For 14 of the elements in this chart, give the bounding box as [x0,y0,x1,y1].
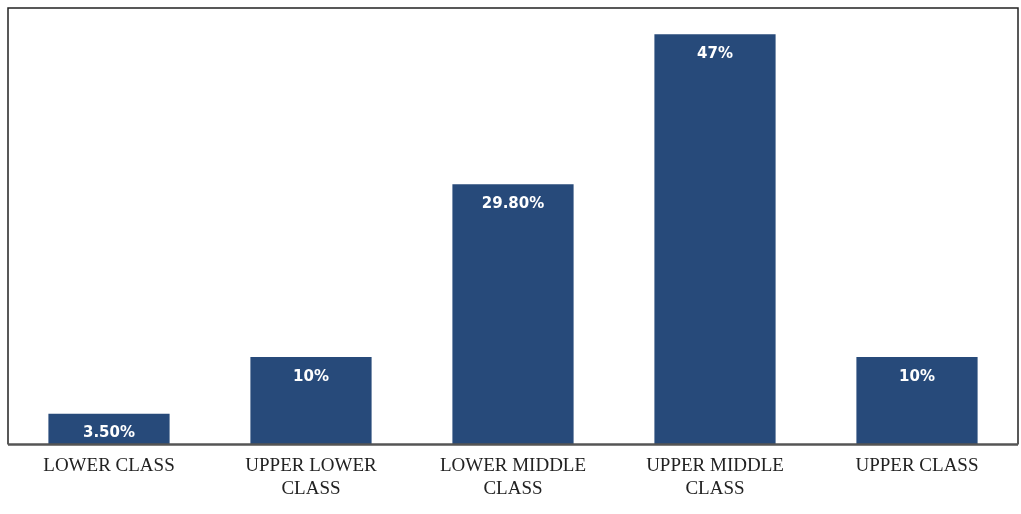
x-tick-label: UPPER CLASS [855,453,979,475]
bar [856,357,978,445]
data-label: 10% [899,366,935,385]
x-tick-label: UPPER LOWER CLASS [245,453,378,498]
data-label: 47% [697,43,733,62]
data-label: 29.80% [481,193,545,212]
bar [250,357,372,445]
bar [452,184,574,445]
data-label: 10% [293,366,329,385]
bar [654,34,776,445]
x-tick-label: LOWER MIDDLE CLASS [439,453,587,498]
data-label: 3.50% [82,423,136,442]
x-tick-label: UPPER MIDDLE CLASS [646,453,784,498]
x-tick-label: LOWER CLASS [43,453,175,475]
